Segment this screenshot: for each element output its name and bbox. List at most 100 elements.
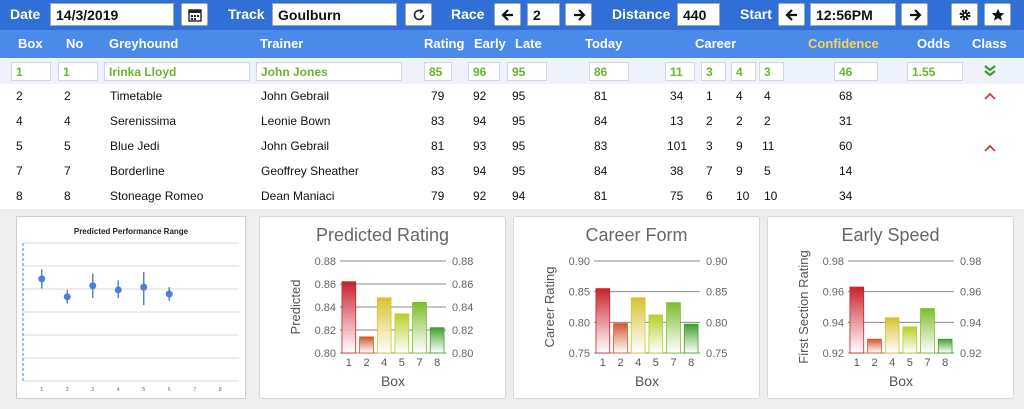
cell-late: 94 bbox=[512, 189, 526, 203]
cell-career-thirds: 4 bbox=[764, 89, 771, 103]
column-confidence[interactable]: Confidence bbox=[808, 36, 879, 51]
cell-early: 94 bbox=[473, 164, 487, 178]
cell-career-seconds: 4 bbox=[731, 62, 756, 81]
y-tick-label-right: 0.82 bbox=[452, 325, 473, 337]
data-point bbox=[114, 286, 122, 294]
distance-input[interactable]: 440 bbox=[677, 3, 720, 26]
x-tick-label: 5 bbox=[907, 357, 913, 369]
cell-trainer: John Jones bbox=[256, 62, 402, 81]
table-row[interactable]: 1 1 Irinka Lloyd John Jones 85 96 95 86 … bbox=[0, 59, 1024, 84]
refresh-button[interactable] bbox=[405, 3, 432, 26]
cell-odds[interactable]: 1.55 bbox=[907, 62, 963, 81]
table-row[interactable]: 2 2 Timetable John Gebrail 79 92 95 81 3… bbox=[0, 84, 1024, 109]
table-row[interactable]: 5 5 Blue Jedi John Gebrail 81 93 95 83 1… bbox=[0, 134, 1024, 159]
start-prev-button[interactable] bbox=[778, 3, 805, 26]
start-time-input[interactable]: 12:56PM bbox=[810, 3, 896, 26]
race-input[interactable]: 2 bbox=[527, 3, 560, 26]
bar bbox=[683, 323, 699, 354]
track-input[interactable]: Goulburn bbox=[272, 3, 397, 26]
date-input[interactable]: 14/3/2019 bbox=[50, 3, 174, 26]
cell-early: 92 bbox=[473, 89, 487, 103]
y-axis-label: Career Rating bbox=[542, 267, 557, 348]
race-next-button[interactable] bbox=[565, 3, 592, 26]
x-tick-label: 6 bbox=[168, 387, 171, 393]
bar bbox=[394, 313, 410, 354]
bar bbox=[902, 326, 918, 354]
cell-no: 4 bbox=[64, 114, 71, 128]
cell-late: 95 bbox=[512, 114, 526, 128]
table-row[interactable]: 4 4 Serenissima Leonie Bown 83 94 95 84 … bbox=[0, 109, 1024, 134]
cell-late: 95 bbox=[512, 164, 526, 178]
settings-button[interactable] bbox=[951, 3, 978, 26]
cell-trainer: Geoffrey Sheather bbox=[261, 164, 359, 178]
y-tick-label: 0.94 bbox=[823, 317, 844, 329]
column-rating[interactable]: Rating bbox=[424, 36, 465, 51]
chart-title: Early Speed bbox=[841, 225, 940, 245]
x-tick-label: 3 bbox=[91, 387, 94, 393]
cell-confidence: 68 bbox=[839, 89, 853, 103]
x-tick-label: 1 bbox=[40, 387, 43, 393]
cell-trainer: John Gebrail bbox=[261, 89, 330, 103]
cell-no: 1 bbox=[58, 62, 98, 81]
y-tick-label-right: 0.94 bbox=[960, 317, 981, 329]
chevron-up-icon bbox=[984, 92, 996, 100]
column-class[interactable]: Class bbox=[972, 36, 1007, 51]
column-trainer[interactable]: Trainer bbox=[260, 36, 304, 51]
bar bbox=[630, 297, 646, 354]
y-tick-label: 0.90 bbox=[569, 256, 590, 268]
column-greyhound[interactable]: Greyhound bbox=[109, 36, 179, 51]
cell-greyhound: Irinka Lloyd bbox=[104, 62, 250, 81]
y-axis-label: First Section Rating bbox=[796, 250, 811, 363]
data-point bbox=[63, 293, 71, 301]
table-row[interactable]: 8 8 Stoneage Romeo Dean Maniaci 79 92 94… bbox=[0, 184, 1024, 209]
favorite-button[interactable] bbox=[984, 3, 1011, 26]
bar bbox=[429, 327, 445, 354]
performance-range-plot: 1 2 3 4 5 6 7 8 bbox=[22, 242, 239, 393]
cell-rating: 83 bbox=[431, 114, 445, 128]
y-tick-label: 0.84 bbox=[315, 302, 336, 314]
cell-late: 95 bbox=[512, 139, 526, 153]
bar bbox=[359, 336, 374, 354]
bar bbox=[595, 288, 611, 354]
column-career[interactable]: Career bbox=[695, 36, 737, 51]
chart-title: Predicted Rating bbox=[315, 225, 450, 245]
column-early[interactable]: Early bbox=[474, 36, 506, 51]
cell-career-wins: 3 bbox=[706, 139, 713, 153]
chevron-up-icon bbox=[984, 144, 996, 152]
x-tick-label: 5 bbox=[653, 357, 659, 369]
x-axis-label: Box bbox=[889, 373, 913, 389]
column-late[interactable]: Late bbox=[515, 36, 542, 51]
calendar-button[interactable] bbox=[181, 3, 208, 26]
cell-career-wins: 3 bbox=[701, 62, 726, 81]
cell-box: 5 bbox=[16, 139, 23, 153]
y-tick-label: 0.80 bbox=[315, 348, 336, 360]
cell-box: 2 bbox=[16, 89, 23, 103]
column-odds[interactable]: Odds bbox=[917, 36, 951, 51]
y-tick-label-right: 0.85 bbox=[706, 287, 727, 299]
y-tick-label-right: 0.84 bbox=[452, 302, 473, 314]
cell-box: 1 bbox=[11, 62, 51, 81]
cell-trainer: Dean Maniaci bbox=[261, 189, 335, 203]
cell-career-seconds: 4 bbox=[736, 89, 743, 103]
y-axis-label: Predicted bbox=[288, 280, 303, 335]
x-axis-label: Box bbox=[635, 373, 659, 389]
y-tick-label-right: 0.90 bbox=[706, 256, 727, 268]
cell-no: 8 bbox=[64, 189, 71, 203]
table-row[interactable]: 7 7 Borderline Geoffrey Sheather 83 94 9… bbox=[0, 159, 1024, 184]
column-box[interactable]: Box bbox=[18, 36, 43, 51]
y-tick-label-right: 0.88 bbox=[452, 256, 473, 268]
x-tick-label: 8 bbox=[219, 387, 222, 393]
cell-career-seconds: 9 bbox=[736, 164, 743, 178]
column-no[interactable]: No bbox=[66, 36, 84, 51]
start-next-button[interactable] bbox=[901, 3, 928, 26]
column-today[interactable]: Today bbox=[585, 36, 623, 51]
x-tick-label: 8 bbox=[688, 357, 694, 369]
cell-today: 83 bbox=[594, 139, 608, 153]
x-tick-label: 8 bbox=[434, 357, 440, 369]
cell-greyhound: Blue Jedi bbox=[110, 139, 160, 153]
chart-title: Career Form bbox=[585, 225, 688, 245]
y-tick-label-right: 0.96 bbox=[960, 287, 981, 299]
race-prev-button[interactable] bbox=[494, 3, 521, 26]
x-tick-label: 1 bbox=[600, 357, 606, 369]
y-tick-label-right: 0.80 bbox=[706, 317, 727, 329]
